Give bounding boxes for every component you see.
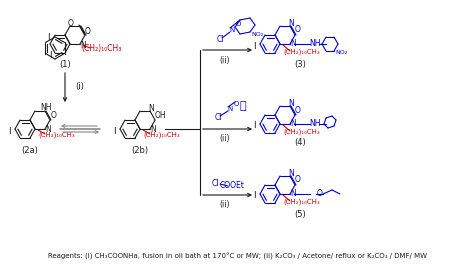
Text: O: O [233,101,239,107]
Text: (1): (1) [59,60,71,69]
Text: (ii): (ii) [220,134,230,144]
Text: (CH₂)₁₀CH₃: (CH₂)₁₀CH₃ [283,49,320,55]
Text: (3): (3) [294,60,306,69]
Text: N: N [228,106,233,112]
Text: O: O [235,21,241,27]
Text: (ii): (ii) [220,55,230,64]
Text: (CH₂)₁₀CH₃: (CH₂)₁₀CH₃ [283,199,320,205]
Text: (4): (4) [294,138,306,147]
Text: O: O [317,190,323,199]
Text: N: N [148,103,154,112]
Text: (CH₂)₁₀CH₃: (CH₂)₁₀CH₃ [39,132,75,138]
Text: Cl: Cl [211,180,219,188]
Text: (CH₂)₁₀CH₃: (CH₂)₁₀CH₃ [82,45,122,54]
Text: Cl: Cl [216,35,224,45]
Text: Reagents: (i) CH₃COONHa, fusion in oil bath at 170°C or MW; (ii) K₂CO₃ / Acetone: Reagents: (i) CH₃COONHa, fusion in oil b… [47,252,427,260]
Text: O: O [295,106,301,115]
Text: O: O [295,176,301,185]
Text: I: I [113,126,115,135]
Text: I: I [253,41,255,50]
Text: I: I [8,126,10,135]
Text: (2a): (2a) [21,145,38,154]
Text: O: O [85,26,91,35]
Text: I: I [253,191,255,200]
Text: ⌒: ⌒ [240,101,246,111]
Text: NH: NH [309,120,321,129]
Text: I: I [46,32,49,41]
Text: I: I [49,50,51,59]
Text: N: N [150,125,156,134]
Text: (5): (5) [294,210,306,219]
Text: (CH₂)₁₀CH₃: (CH₂)₁₀CH₃ [144,132,180,138]
Text: O: O [68,18,74,27]
Text: COOEt: COOEt [219,182,245,191]
Text: (ii): (ii) [220,200,230,210]
Text: N: N [229,27,235,33]
Text: N: N [290,120,296,129]
Text: N: N [288,18,294,27]
Text: NH: NH [40,102,52,111]
Text: (CH₂)₁₀CH₃: (CH₂)₁₀CH₃ [283,129,320,135]
Text: N: N [290,40,296,49]
Text: NH: NH [309,40,321,49]
Text: N: N [290,190,296,199]
Text: Cl: Cl [214,114,222,122]
Text: O: O [51,111,57,120]
Text: NO₂: NO₂ [336,50,348,55]
Text: O: O [295,26,301,35]
Text: (i): (i) [75,82,84,92]
Text: N: N [80,40,86,50]
Text: (2b): (2b) [131,145,148,154]
Text: N: N [45,125,51,134]
Text: I: I [253,121,255,130]
Text: OH: OH [154,111,166,120]
Text: NO₂: NO₂ [252,31,264,36]
Text: N: N [288,98,294,107]
Text: N: N [288,168,294,177]
